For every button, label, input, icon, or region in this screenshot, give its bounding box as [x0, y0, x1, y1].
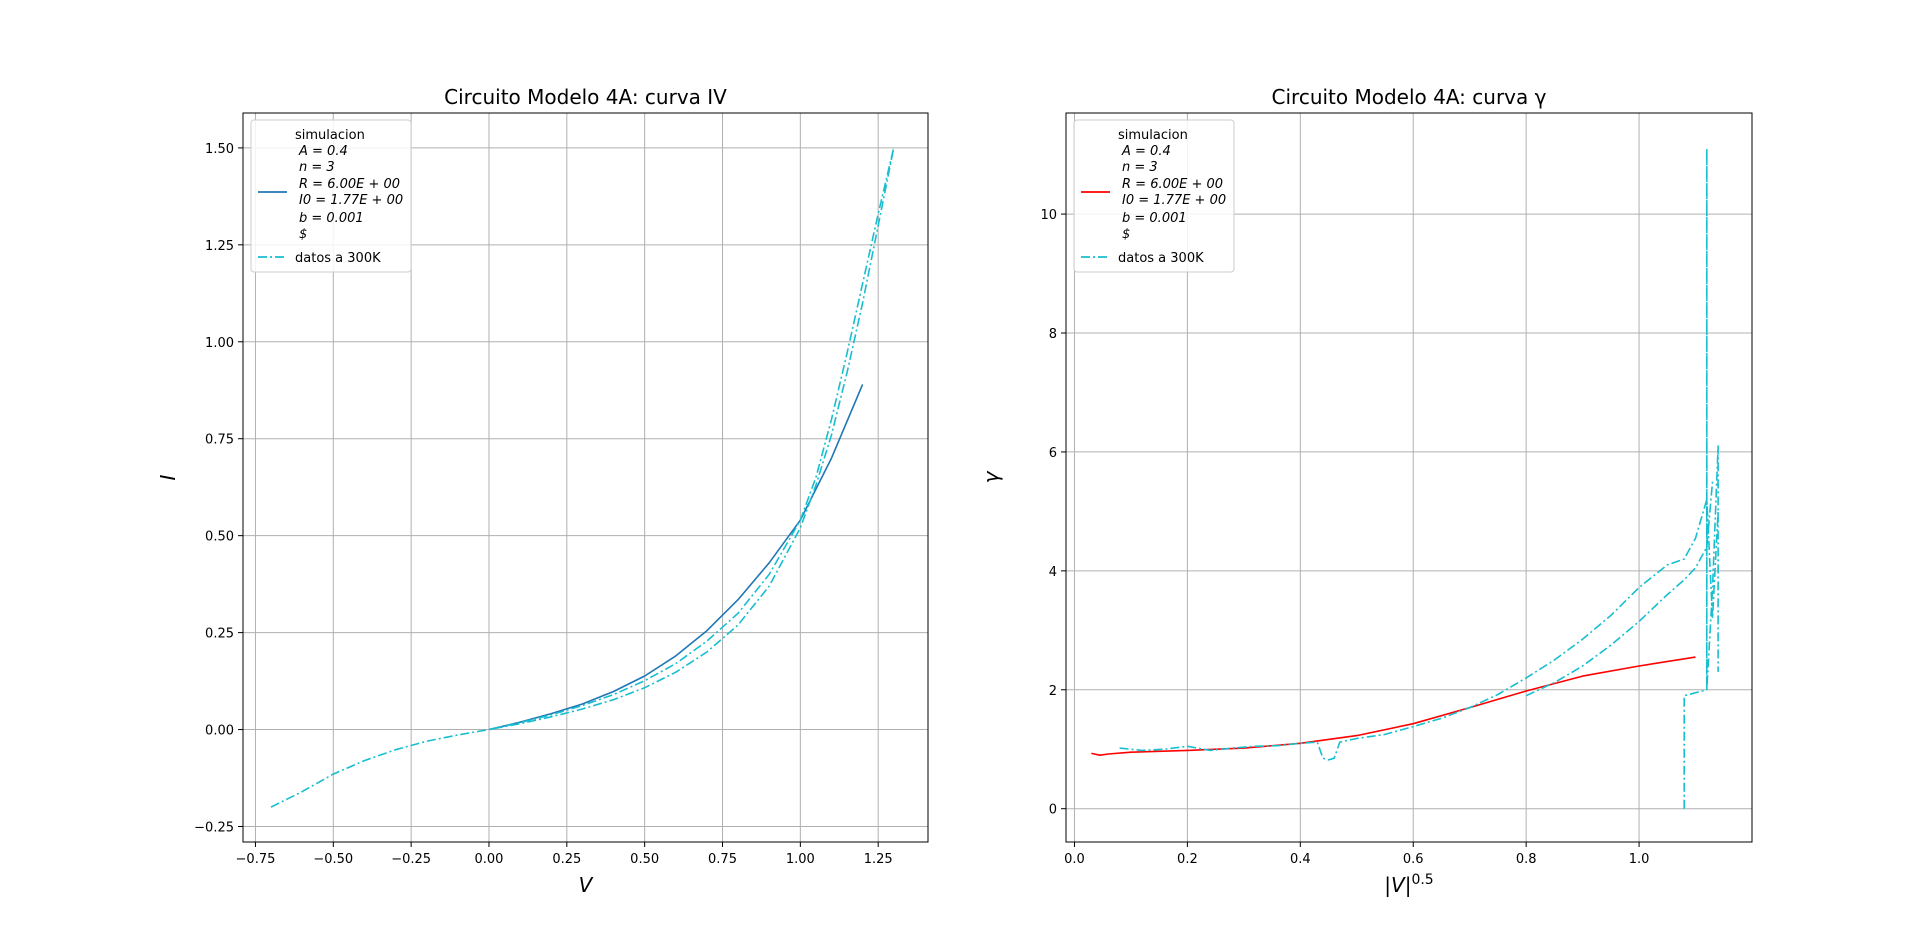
gamma-x-tick-label: 0.2: [1177, 852, 1198, 867]
gamma-legend-param: b = 0.001: [1122, 211, 1187, 226]
iv-x-tick-label: −0.50: [313, 852, 353, 867]
iv-legend-box: [250, 119, 412, 273]
iv-x-tick-label: −0.25: [391, 852, 431, 867]
gamma-plot-frame: [1065, 112, 1753, 843]
gamma-y-tick-label: 4: [1049, 565, 1057, 580]
gamma-legend-param: I0 = 1.77E + 00: [1122, 193, 1226, 208]
gamma-y-tick-label: 0: [1049, 803, 1057, 818]
iv-y-tick-label: 1.00: [205, 336, 234, 351]
iv-legend-param: I0 = 1.77E + 00: [299, 193, 403, 208]
gamma-x-tick-label: 0.4: [1290, 852, 1311, 867]
iv-plot-frame: [242, 112, 929, 843]
iv-legend-param: A = 0.4: [298, 144, 348, 159]
iv-y-tick-label: 0.50: [205, 530, 234, 545]
gamma-y-axis-label: γ: [979, 470, 1003, 483]
iv-x-axis-label: V: [579, 873, 594, 897]
gamma-legend-box: [1073, 119, 1235, 273]
iv-x-tick-label: 0.25: [552, 852, 581, 867]
iv-x-tick-label: 0.75: [708, 852, 737, 867]
iv-legend-param: R = 6.00E + 00: [299, 177, 400, 192]
gamma-legend-data-label: datos a 300K: [1118, 251, 1204, 266]
gamma-curve-panel: 0.0 0.2 0.4 0.6 0.8 1.0 0 2 4 6 8 10 Circuito Mode…: [979, 85, 1753, 897]
iv-y-tick-label: 1.25: [205, 239, 234, 254]
gamma-y-tick-label: 2: [1049, 684, 1057, 699]
iv-curve-panel: −0.75 −0.50 −0.25 0.00 0.25 0.50 0.75 1.00 1.25 …: [156, 85, 929, 897]
iv-series-line-0: [488, 384, 864, 731]
gamma-series-line-2: [1525, 481, 1714, 697]
iv-series-line-1: [270, 147, 895, 808]
iv-chart-title: Circuito Modelo 4A: curva IV: [444, 85, 727, 109]
gamma-y-tick-label: 6: [1049, 446, 1057, 461]
gamma-x-ticks: 0.0 0.2 0.4 0.6 0.8 1.0: [1064, 842, 1649, 867]
gamma-grid: [1066, 113, 1752, 842]
gamma-x-tick-label: 0.8: [1516, 852, 1537, 867]
gamma-legend-param: R = 6.00E + 00: [1122, 177, 1223, 192]
iv-y-tick-label: −0.25: [194, 820, 234, 835]
gamma-y-tick-label: 10: [1040, 208, 1057, 223]
iv-y-tick-label: 1.50: [205, 142, 234, 157]
iv-legend-data-label: datos a 300K: [295, 251, 381, 266]
iv-x-tick-label: −0.75: [236, 852, 276, 867]
iv-x-tick-label: 1.00: [786, 852, 815, 867]
gamma-series-line-0: [1091, 656, 1696, 757]
iv-legend-param: n = 3: [299, 160, 335, 175]
iv-x-tick-label: 0.00: [475, 852, 504, 867]
gamma-y-ticks: 0 2 4 6 8 10: [1040, 208, 1066, 818]
iv-grid: [243, 113, 928, 842]
iv-x-ticks: −0.75 −0.50 −0.25 0.00 0.25 0.50 0.75 1.00 1.25: [236, 842, 893, 867]
iv-y-tick-label: 0.75: [205, 433, 234, 448]
gamma-chart-title: Circuito Modelo 4A: curva γ: [1272, 85, 1547, 109]
gamma-legend-param: A = 0.4: [1121, 144, 1171, 159]
iv-legend-param: b = 0.001: [299, 211, 364, 226]
iv-legend-title: simulacion: [295, 128, 365, 143]
gamma-x-tick-label: 0.0: [1064, 852, 1085, 867]
gamma-y-tick-label: 8: [1049, 327, 1057, 342]
gamma-series-group: [1091, 147, 1719, 809]
iv-y-tick-label: 0.25: [205, 627, 234, 642]
gamma-legend-param: n = 3: [1122, 160, 1158, 175]
gamma-x-tick-label: 1.0: [1629, 852, 1650, 867]
iv-x-tick-label: 0.50: [630, 852, 659, 867]
gamma-legend-param: $: [1122, 227, 1130, 242]
gamma-series-line-3: [1683, 147, 1719, 809]
iv-y-axis-label: I: [156, 474, 180, 480]
gamma-x-axis-label: |V|0.5: [1384, 872, 1433, 897]
iv-y-tick-label: 0.00: [205, 724, 234, 739]
gamma-legend-title: simulacion: [1118, 128, 1188, 143]
iv-legend-param: $: [299, 227, 307, 242]
iv-series-group: [270, 147, 895, 808]
iv-y-ticks: −0.25 0.00 0.25 0.50 0.75 1.00 1.25 1.50: [194, 142, 243, 835]
gamma-x-tick-label: 0.6: [1403, 852, 1424, 867]
iv-x-tick-label: 1.25: [864, 852, 893, 867]
gamma-series-line-1: [1119, 498, 1719, 761]
iv-series-line-2: [488, 147, 895, 731]
